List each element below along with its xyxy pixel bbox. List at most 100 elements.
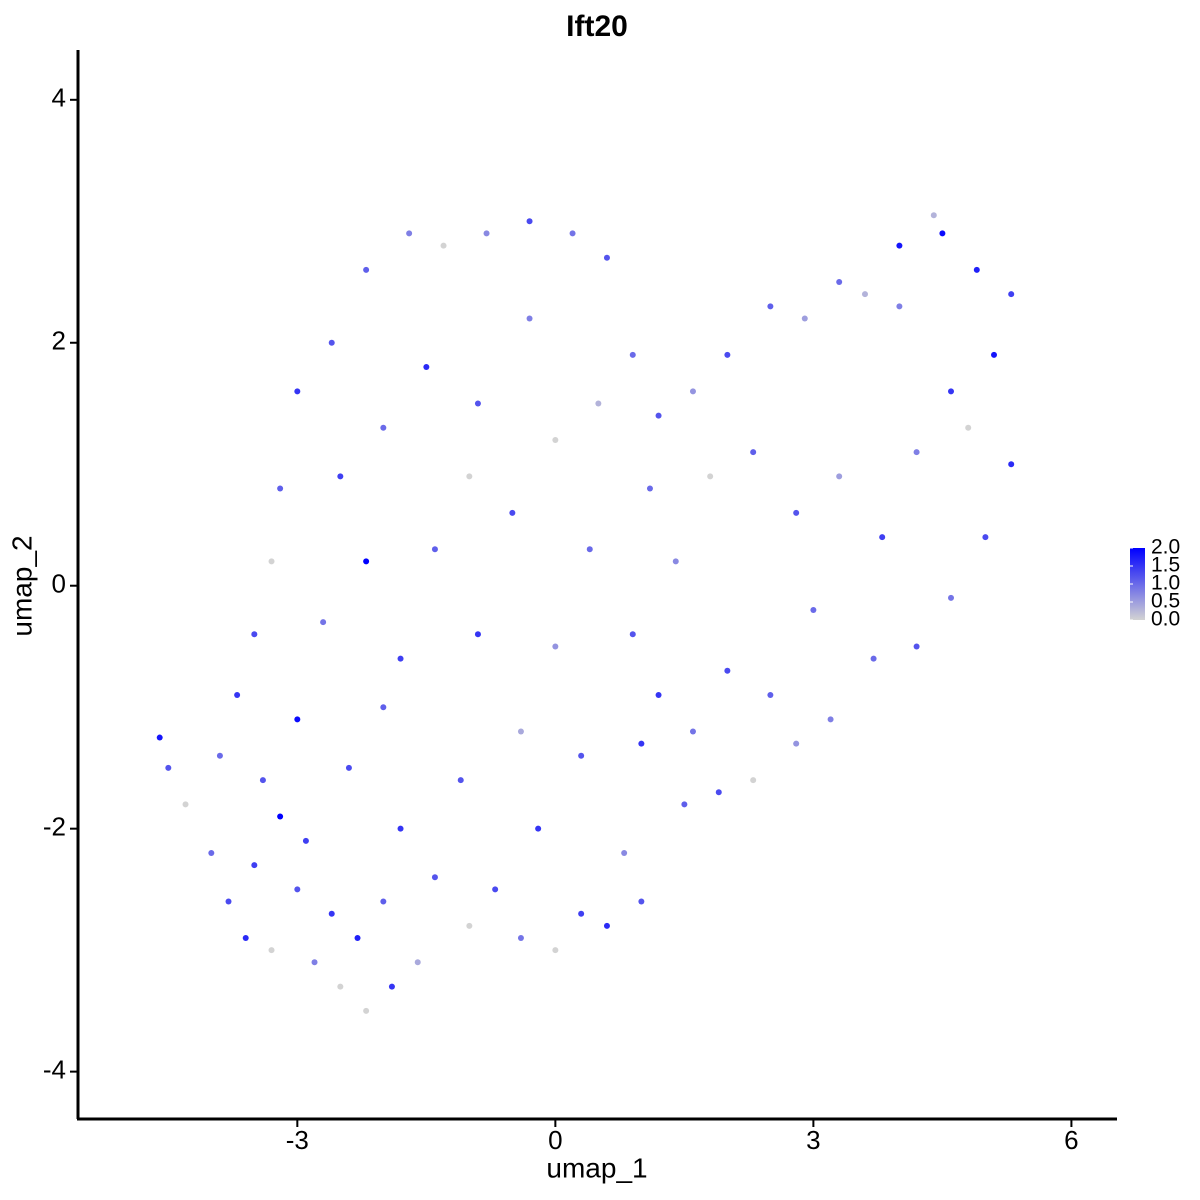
point — [655, 692, 662, 699]
point — [363, 266, 370, 273]
point — [397, 825, 404, 832]
point — [629, 631, 636, 638]
point — [810, 607, 817, 614]
point — [354, 934, 361, 941]
point — [801, 315, 808, 322]
point — [216, 752, 223, 759]
point — [861, 291, 868, 298]
point — [552, 436, 559, 443]
point — [655, 412, 662, 419]
point — [948, 388, 955, 395]
x-tick-label: 0 — [548, 1125, 562, 1155]
point — [836, 279, 843, 286]
point — [259, 777, 266, 784]
colorbar-label: 1.5 — [1151, 554, 1180, 577]
point — [294, 388, 301, 395]
point — [294, 886, 301, 893]
colorbar-label: 2.0 — [1151, 536, 1180, 559]
point — [294, 716, 301, 723]
point — [767, 692, 774, 699]
point — [1008, 291, 1015, 298]
y-axis-title: umap_2 — [6, 535, 37, 636]
point — [492, 886, 499, 893]
point — [930, 212, 937, 219]
point — [672, 558, 679, 565]
point — [397, 655, 404, 662]
point — [431, 546, 438, 553]
point — [328, 339, 335, 346]
colorbar-label: 0.0 — [1151, 608, 1180, 631]
x-tick-label: 6 — [1064, 1125, 1078, 1155]
point — [380, 898, 387, 905]
y-tick-label: 2 — [52, 326, 66, 356]
point — [767, 303, 774, 310]
point — [423, 364, 430, 371]
point — [948, 594, 955, 601]
point — [277, 813, 284, 820]
point — [681, 801, 688, 808]
point — [466, 473, 473, 480]
point — [793, 509, 800, 516]
point — [913, 643, 920, 650]
point — [268, 558, 275, 565]
point — [629, 351, 636, 358]
point — [724, 667, 731, 674]
point — [526, 218, 533, 225]
point — [182, 801, 189, 808]
point — [337, 983, 344, 990]
point — [225, 898, 232, 905]
point — [277, 485, 284, 492]
point — [879, 534, 886, 541]
point — [939, 230, 946, 237]
point — [234, 692, 241, 699]
point — [827, 716, 834, 723]
point — [689, 388, 696, 395]
point — [603, 922, 610, 929]
point — [268, 947, 275, 954]
point — [793, 740, 800, 747]
point — [380, 704, 387, 711]
point — [440, 242, 447, 249]
point — [526, 315, 533, 322]
y-tick-label: 4 — [52, 83, 66, 113]
point — [208, 849, 215, 856]
point — [578, 752, 585, 759]
point — [991, 351, 998, 358]
point — [363, 558, 370, 565]
point — [156, 734, 163, 741]
point — [715, 789, 722, 796]
point — [328, 910, 335, 917]
point — [242, 934, 249, 941]
point — [535, 825, 542, 832]
chart-title: Ift20 — [566, 10, 628, 43]
point — [483, 230, 490, 237]
y-tick-label: -2 — [43, 812, 66, 842]
point — [973, 266, 980, 273]
point — [380, 424, 387, 431]
point — [965, 424, 972, 431]
point — [913, 449, 920, 456]
point — [870, 655, 877, 662]
point — [750, 777, 757, 784]
point — [457, 777, 464, 784]
colorbar-label: 1.0 — [1151, 572, 1180, 595]
point — [595, 400, 602, 407]
point — [982, 534, 989, 541]
point — [474, 631, 481, 638]
point — [707, 473, 714, 480]
point — [251, 631, 258, 638]
point — [646, 485, 653, 492]
point — [638, 898, 645, 905]
point — [896, 303, 903, 310]
point — [406, 230, 413, 237]
point — [509, 509, 516, 516]
point — [586, 546, 593, 553]
x-tick-label: -3 — [286, 1125, 309, 1155]
point — [414, 959, 421, 966]
point — [431, 874, 438, 881]
colorbar — [1130, 548, 1145, 620]
point — [836, 473, 843, 480]
x-tick-label: 3 — [806, 1125, 820, 1155]
point — [569, 230, 576, 237]
